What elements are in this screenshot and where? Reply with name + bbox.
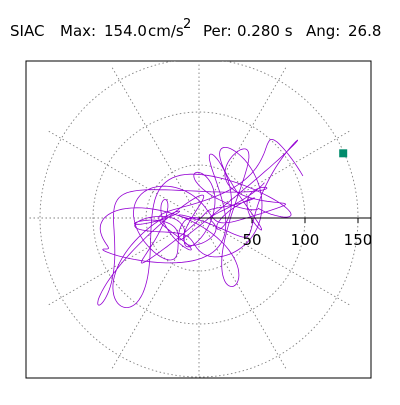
- orbit-path: [97, 138, 304, 309]
- grid-spoke-60: [198, 66, 287, 219]
- header-per-value: 0.280 s: [237, 22, 293, 40]
- header-max-unit: cm/s: [148, 22, 184, 40]
- grid-spoke-30: [198, 130, 351, 219]
- orbit-trace: [97, 138, 304, 309]
- grid-spoke-300: [198, 217, 287, 370]
- chart-header: SIAC Max: 154.0 cm/s 2 Per: 0.280 s Ang:…: [10, 17, 381, 40]
- radial-tick-label-150: 150: [344, 231, 373, 249]
- header-ang-label: Ang:: [306, 22, 340, 40]
- header-station: SIAC: [10, 22, 44, 40]
- plot-frame: [25, 60, 372, 379]
- header-max-value: 154.0: [104, 22, 147, 40]
- grid-spoke-330: [198, 217, 351, 306]
- header-per-label: Per:: [203, 22, 232, 40]
- header-ang-value: 26.8: [348, 22, 381, 40]
- grid-spoke-150: [47, 130, 200, 219]
- peak-marker-group: [339, 149, 348, 158]
- radial-tick-label-50: 50: [242, 231, 261, 249]
- header-max-label: Max:: [60, 22, 96, 40]
- radial-axis: 50 100 150: [199, 217, 373, 249]
- radial-tick-label-100: 100: [291, 231, 320, 249]
- peak-marker: [339, 149, 348, 158]
- grid-spoke-120: [111, 66, 200, 219]
- header-max-unit-exponent: 2: [183, 17, 191, 32]
